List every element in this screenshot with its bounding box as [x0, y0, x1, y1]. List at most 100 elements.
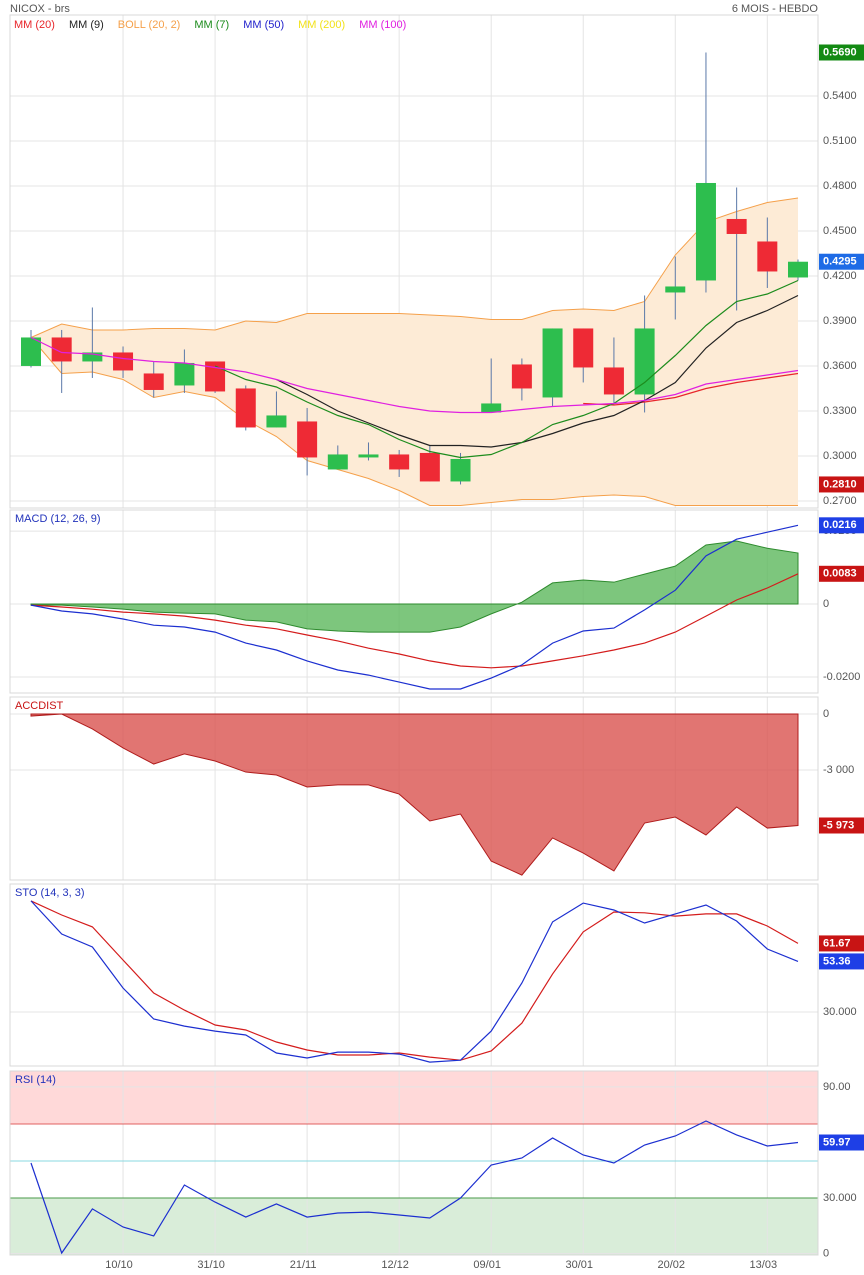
legend-entry: MM (200) [298, 19, 345, 31]
bollinger-upper [30, 197, 799, 338]
candle-body [358, 454, 379, 458]
panel-title: ACCDIST [15, 700, 64, 712]
legend-entry: MM (9) [69, 19, 104, 31]
candle-body [297, 421, 318, 458]
candle-body [481, 403, 502, 413]
moving-average [214, 279, 799, 459]
candle-body [113, 352, 134, 371]
panel-border [9, 509, 819, 694]
y-tick-label: 0.5100 [823, 135, 857, 147]
value-marker-label: 53.36 [823, 955, 851, 967]
y-tick-label: -3 000 [823, 764, 854, 776]
value-marker [819, 565, 864, 582]
candle-body [634, 328, 655, 395]
legend-entry: MM (50) [243, 19, 284, 31]
zone [10, 1197, 818, 1255]
panel-title: RSI (14) [15, 1074, 56, 1086]
candle-body [726, 218, 747, 234]
candle-body [542, 328, 563, 398]
y-tick-label: 30.000 [823, 1192, 857, 1204]
candle-body [143, 373, 164, 390]
area [30, 713, 799, 876]
y-tick-label: 0.3900 [823, 315, 857, 327]
x-tick-label: 12/12 [381, 1259, 409, 1271]
line [30, 524, 799, 690]
y-tick-label: 0.4200 [823, 270, 857, 282]
legend-entry: MM (100) [359, 19, 406, 31]
candle-body [450, 458, 471, 482]
y-tick-label: 30.000 [823, 1006, 857, 1018]
panel-title: MACD (12, 26, 9) [15, 513, 101, 525]
candle-body [511, 364, 532, 389]
panel-border [9, 1070, 819, 1256]
line [30, 900, 799, 1063]
y-tick-label: 0.4500 [823, 225, 857, 237]
value-marker-label: 59.97 [823, 1136, 851, 1148]
value-marker [819, 953, 864, 970]
candle-body [573, 328, 594, 368]
x-tick-label: 20/02 [658, 1259, 686, 1271]
chart-title: NICOX - brs [10, 3, 70, 15]
moving-average [583, 372, 799, 406]
x-tick-label: 21/11 [290, 1259, 317, 1271]
panel [10, 15, 818, 508]
line [30, 573, 799, 669]
period-label: 6 MOIS - HEBDO [732, 3, 819, 15]
area [30, 540, 799, 633]
value-marker [819, 476, 864, 493]
panel [10, 510, 818, 693]
moving-average [276, 294, 799, 448]
y-tick-label: 0.4800 [823, 180, 857, 192]
y-tick-label: 0.2700 [823, 495, 857, 507]
y-tick-label: 90.00 [823, 1081, 851, 1093]
line [30, 1120, 799, 1255]
value-marker [819, 817, 864, 834]
candle-body [205, 361, 226, 392]
line [30, 900, 799, 1061]
value-marker-label: -5 973 [823, 819, 854, 831]
panel-border [9, 883, 819, 1067]
x-tick-label: 09/01 [473, 1259, 501, 1271]
candle-body [665, 286, 686, 293]
value-marker-label: 0.5690 [823, 46, 857, 58]
candle-body [788, 261, 808, 278]
legend-entry: BOLL (20, 2) [118, 19, 181, 31]
y-tick-label: 0 [823, 1247, 829, 1259]
value-marker [819, 44, 864, 61]
y-tick-label: 0.5400 [823, 90, 857, 102]
candle-body [21, 337, 41, 366]
x-tick-label: 13/03 [750, 1259, 778, 1271]
candle-body [174, 362, 195, 386]
value-marker [819, 253, 864, 270]
panel [10, 1071, 818, 1255]
candle-body [82, 352, 103, 362]
legend-entry: MM (20) [14, 19, 55, 31]
value-marker-label: 0.0083 [823, 568, 857, 580]
y-tick-label: 0.3600 [823, 360, 857, 372]
value-marker [819, 1134, 864, 1151]
x-tick-label: 31/10 [197, 1259, 225, 1271]
bollinger-band [31, 197, 798, 506]
panel-border [9, 14, 819, 509]
y-tick-label: 0 [823, 708, 829, 720]
candle-body [389, 454, 410, 470]
candle-body [266, 415, 287, 428]
x-tick-label: 30/01 [565, 1259, 593, 1271]
value-marker [819, 935, 864, 952]
panel [10, 884, 818, 1066]
candle-body [419, 452, 440, 482]
moving-average [30, 336, 799, 414]
zone [10, 1071, 818, 1124]
value-marker-label: 0.0216 [823, 519, 857, 531]
value-marker [819, 517, 864, 534]
y-tick-label: 0.3000 [823, 450, 857, 462]
candle-body [695, 182, 716, 281]
panel [10, 697, 818, 880]
value-marker-label: 0.4295 [823, 256, 857, 268]
bollinger-lower [30, 337, 798, 506]
candle-body [327, 454, 348, 470]
candle-body [235, 388, 256, 428]
candle-body [51, 337, 72, 362]
panel-border [9, 696, 819, 881]
